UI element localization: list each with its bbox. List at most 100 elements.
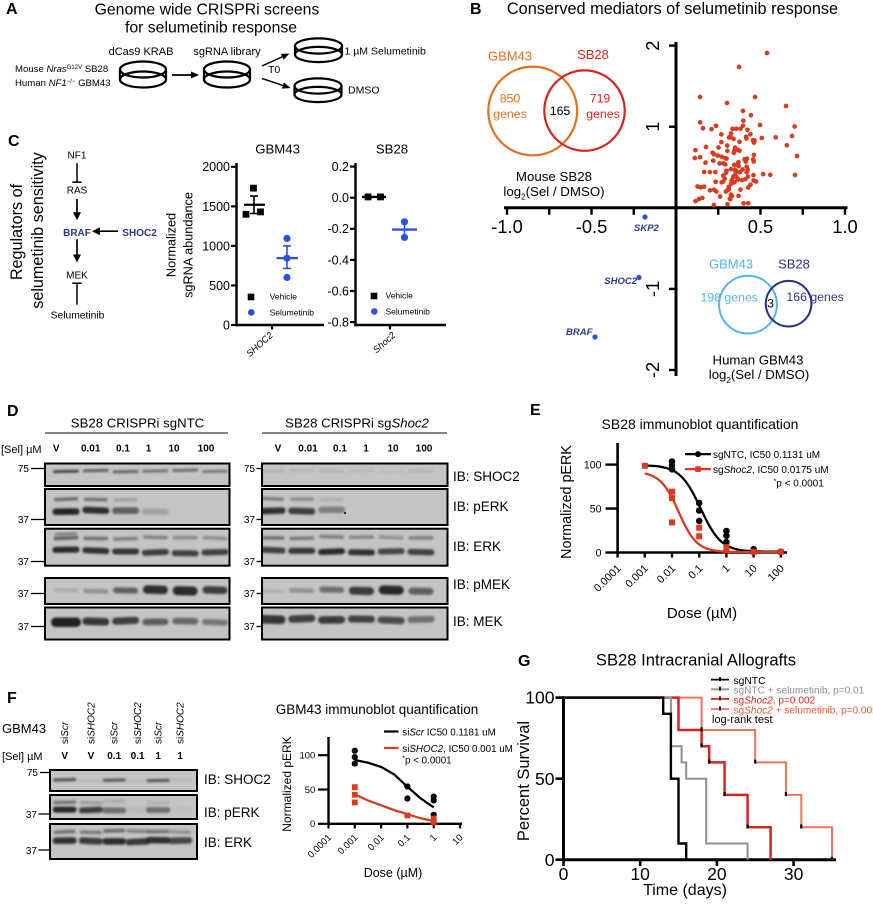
- svg-text:Selumetinib: Selumetinib: [270, 307, 315, 317]
- svg-text:IB: SHOC2: IB: SHOC2: [453, 469, 520, 484]
- svg-text:37: 37: [18, 622, 30, 633]
- svg-text:37: 37: [244, 622, 256, 633]
- svg-text:[Sel] µM: [Sel] µM: [1, 444, 42, 456]
- svg-text:37: 37: [244, 589, 256, 600]
- svg-text:sgRNA library: sgRNA library: [193, 46, 261, 58]
- svg-text:SB28 immunoblot quantification: SB28 immunoblot quantification: [602, 416, 799, 432]
- svg-text:37: 37: [26, 810, 38, 821]
- svg-text:50: 50: [535, 769, 555, 789]
- svg-text:2: 2: [642, 41, 663, 51]
- svg-text:GBM43 immunoblot quantificatio: GBM43 immunoblot quantification: [276, 702, 479, 717]
- svg-text:0: 0: [223, 318, 230, 332]
- svg-text:50: 50: [590, 503, 602, 515]
- svg-text:Mouse SB28: Mouse SB28: [516, 169, 592, 184]
- svg-text:genes: genes: [586, 107, 620, 121]
- svg-text:0: 0: [310, 819, 315, 830]
- svg-text:siScr IC50 0.1181 uM: siScr IC50 0.1181 uM: [402, 728, 496, 739]
- svg-text:GBM43: GBM43: [709, 257, 753, 272]
- svg-text:1: 1: [146, 444, 152, 455]
- svg-text:selumetinib sensitivity: selumetinib sensitivity: [29, 151, 47, 308]
- svg-text:SB28 CRISPRi sgNTC: SB28 CRISPRi sgNTC: [71, 416, 205, 431]
- svg-text:500: 500: [209, 279, 230, 293]
- svg-text:Dose (µM): Dose (µM): [667, 605, 737, 622]
- svg-text:Vehicle: Vehicle: [270, 292, 298, 302]
- svg-text:SB28: SB28: [778, 257, 810, 272]
- svg-text:NF1: NF1: [68, 151, 87, 162]
- svg-text:E: E: [530, 402, 541, 419]
- svg-text:*p < 0.0001: *p < 0.0001: [774, 479, 825, 490]
- svg-text:siSHOC2: siSHOC2: [86, 702, 97, 744]
- svg-text:2000: 2000: [202, 160, 230, 174]
- svg-text:-0.6: -0.6: [327, 284, 349, 298]
- svg-text:100: 100: [525, 688, 554, 708]
- svg-text:G: G: [518, 653, 530, 670]
- svg-text:0.1: 0.1: [107, 751, 121, 762]
- svg-text:V: V: [275, 444, 282, 455]
- svg-text:719: 719: [590, 91, 611, 105]
- svg-text:Time (days): Time (days): [643, 882, 727, 899]
- svg-text:siSHOC2: siSHOC2: [176, 702, 187, 744]
- svg-text:Mouse NrasG12V SB28: Mouse NrasG12V SB28: [15, 64, 108, 75]
- svg-text:GBM43: GBM43: [255, 142, 300, 157]
- svg-text:37: 37: [244, 515, 256, 526]
- svg-text:10: 10: [168, 444, 180, 455]
- svg-text:-0.8: -0.8: [327, 316, 349, 330]
- svg-text:10: 10: [387, 444, 399, 455]
- svg-text:0.1: 0.1: [131, 751, 145, 762]
- svg-text:SHOC2: SHOC2: [122, 228, 157, 239]
- svg-text:75: 75: [244, 464, 256, 475]
- svg-text:37: 37: [18, 515, 30, 526]
- svg-text:0.0: 0.0: [332, 191, 349, 205]
- svg-text:log-rank test: log-rank test: [712, 714, 773, 726]
- svg-text:0: 0: [559, 864, 569, 884]
- svg-text:37: 37: [26, 846, 38, 857]
- svg-text:1: 1: [363, 444, 369, 455]
- svg-text:BRAF: BRAF: [63, 228, 91, 239]
- svg-text:A: A: [6, 1, 18, 18]
- svg-text:0.5: 0.5: [748, 216, 773, 237]
- svg-text:1: 1: [177, 751, 183, 762]
- svg-text:B: B: [470, 1, 482, 18]
- svg-text:0.1: 0.1: [333, 444, 347, 455]
- svg-text:IB: SHOC2: IB: SHOC2: [204, 772, 271, 787]
- svg-text:C: C: [8, 133, 20, 150]
- svg-text:75: 75: [27, 768, 39, 779]
- svg-text:SB28 CRISPRi sgShoc2: SB28 CRISPRi sgShoc2: [285, 416, 429, 431]
- svg-text:*p < 0.0001: *p < 0.0001: [402, 756, 451, 767]
- svg-text:Conserved mediators of selumet: Conserved mediators of selumetinib respo…: [507, 0, 838, 18]
- svg-text:-0.4: -0.4: [327, 253, 349, 267]
- svg-text:198 genes: 198 genes: [701, 291, 758, 305]
- svg-text:IB: pERK: IB: pERK: [204, 805, 260, 820]
- svg-text:37: 37: [18, 589, 30, 600]
- svg-text:GBM43: GBM43: [488, 49, 532, 64]
- svg-text:SKP2: SKP2: [634, 223, 660, 234]
- svg-text:0.01: 0.01: [298, 444, 318, 455]
- svg-text:sgNTC, IC50 0.1131 uM: sgNTC, IC50 0.1131 uM: [713, 450, 820, 461]
- svg-text:75: 75: [18, 464, 30, 475]
- svg-text:1000: 1000: [202, 239, 230, 253]
- svg-text:-2: -2: [642, 362, 663, 378]
- svg-text:T0: T0: [268, 64, 280, 76]
- svg-text:100: 100: [198, 444, 215, 455]
- svg-text:3: 3: [767, 297, 774, 311]
- svg-text:dCas9 KRAB: dCas9 KRAB: [109, 46, 174, 58]
- svg-text:-0.5: -0.5: [576, 216, 608, 237]
- svg-text:SHOC2: SHOC2: [604, 276, 637, 287]
- svg-text:Normalized pERK: Normalized pERK: [280, 736, 294, 831]
- svg-text:100: 100: [584, 460, 602, 472]
- svg-text:0.1: 0.1: [116, 444, 130, 455]
- svg-text:siScr: siScr: [110, 721, 121, 744]
- svg-text:siScr: siScr: [60, 721, 71, 744]
- svg-text:Human NF1−/− GBM43: Human NF1−/− GBM43: [15, 78, 111, 89]
- svg-text:V: V: [88, 751, 95, 762]
- svg-text:DMSO: DMSO: [348, 85, 380, 97]
- svg-text:F: F: [7, 690, 17, 707]
- svg-text:-0.2: -0.2: [327, 222, 349, 236]
- svg-text:sgShoc2, IC50 0.0175 uM: sgShoc2, IC50 0.0175 uM: [713, 465, 829, 476]
- svg-text:166 genes: 166 genes: [786, 290, 843, 304]
- svg-text:IB: ERK: IB: ERK: [204, 835, 252, 850]
- svg-text:BRAF: BRAF: [566, 327, 593, 338]
- svg-text:IB: pERK: IB: pERK: [453, 499, 509, 514]
- svg-text:siSHOC2: siSHOC2: [133, 702, 144, 744]
- svg-text:37: 37: [18, 557, 30, 568]
